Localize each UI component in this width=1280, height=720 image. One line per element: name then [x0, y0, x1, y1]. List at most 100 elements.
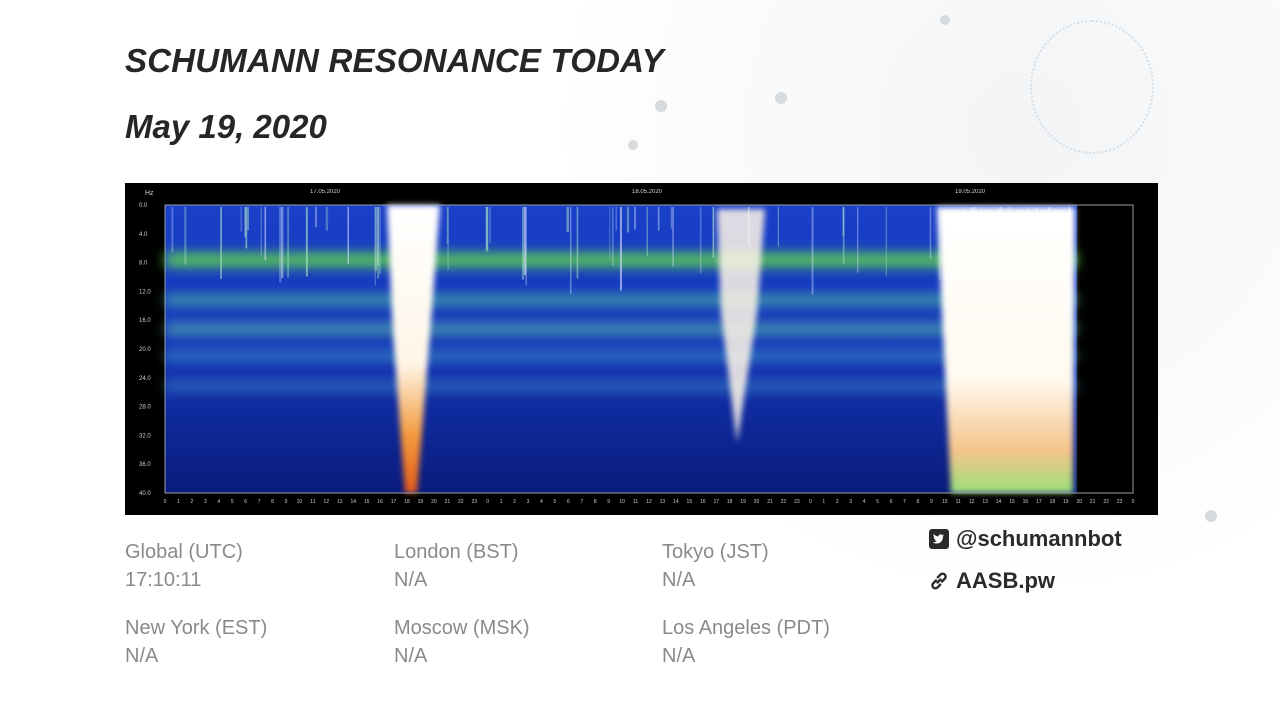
noise-spike: [325, 207, 329, 231]
x-tick-label: 12: [646, 499, 652, 505]
x-tick-label: 15: [687, 499, 693, 505]
noise-spike: [615, 207, 617, 231]
y-tick-label: 36.0: [139, 462, 151, 468]
timezone-global: Global (UTC) 17:10:11: [125, 538, 355, 594]
timezone-london: London (BST) N/A: [394, 538, 624, 594]
timezone-value: N/A: [662, 569, 696, 591]
x-tick-label: 3: [849, 499, 852, 505]
noise-spike: [247, 207, 249, 231]
x-tick-label: 14: [350, 499, 356, 505]
day-label: 17.05.2020: [310, 189, 341, 195]
x-tick-label: 19: [418, 499, 424, 505]
y-tick-label: 4.0: [139, 232, 148, 238]
plot-frame: [164, 204, 1134, 494]
noise-spike: [612, 207, 614, 267]
y-unit-label: Hz: [145, 190, 154, 197]
day-label: 18.05.2020: [632, 189, 663, 195]
y-tick-label: 12.0: [139, 289, 151, 295]
timezone-value: N/A: [394, 645, 428, 667]
x-tick-label: 18: [1050, 499, 1056, 505]
x-tick-label: 9: [607, 499, 610, 505]
x-tick-label: 6: [890, 499, 893, 505]
noise-spike: [485, 207, 489, 252]
decorative-dot: [940, 15, 950, 25]
page-title: SCHUMANN RESONANCE TODAY: [125, 42, 664, 79]
x-tick-label: 20: [431, 499, 437, 505]
noise-spike: [171, 207, 174, 253]
y-tick-label: 28.0: [139, 405, 151, 411]
noise-spike: [245, 207, 248, 249]
twitter-link[interactable]: @schumannbot: [928, 526, 1122, 552]
noise-spike: [712, 207, 715, 258]
x-tick-label: 3: [527, 499, 530, 505]
timezone-label: London (BST): [394, 541, 519, 563]
noise-spike: [184, 207, 187, 265]
x-tick-label: 21: [767, 499, 773, 505]
timezone-tokyo: Tokyo (JST) N/A: [662, 538, 892, 594]
noise-spike: [374, 207, 378, 271]
spectrogram-image: Hz 0.0 4.0 8.0 12.0 16.0 20.0 24.0 28.0 32.0 36.0…: [139, 189, 1135, 505]
timezone-label: New York (EST): [125, 617, 268, 639]
y-tick-label: 8.0: [139, 261, 148, 267]
noise-spike: [446, 207, 449, 244]
x-tick-label: 7: [580, 499, 583, 505]
x-tick-label: 5: [553, 499, 556, 505]
x-tick-label: 1: [177, 499, 180, 505]
x-tick-label: 8: [271, 499, 274, 505]
x-tick-label: 22: [781, 499, 787, 505]
x-tick-label: 6: [567, 499, 570, 505]
day-labels: 17.05.2020 18.05.2020 19.05.2020: [310, 189, 986, 195]
noise-spike: [777, 207, 780, 247]
noise-spike: [220, 207, 222, 279]
x-tick-label: 12: [324, 499, 330, 505]
twitter-icon: [929, 529, 949, 549]
x-tick-label: 2: [190, 499, 193, 505]
decorative-dot: [1205, 510, 1217, 522]
x-tick-label: 21: [445, 499, 451, 505]
activity-bursts: [387, 205, 1075, 493]
x-tick-label: 0: [164, 499, 167, 505]
x-tick-label: 8: [594, 499, 597, 505]
no-data-area: [1077, 205, 1133, 493]
x-tick-label: 7: [903, 499, 906, 505]
noise-spike: [929, 207, 932, 259]
x-tick-label: 3: [204, 499, 207, 505]
x-tick-label: 6: [244, 499, 247, 505]
x-tick-label: 19: [740, 499, 746, 505]
x-tick-label: 16: [700, 499, 706, 505]
noise-spike: [811, 207, 814, 295]
noise-spike: [842, 207, 845, 237]
website-link[interactable]: AASB.pw: [928, 568, 1055, 594]
y-tick-label: 16.0: [139, 318, 151, 324]
noise-spike: [287, 207, 290, 278]
x-tick-label: 9: [285, 499, 288, 505]
noise-spike: [842, 207, 845, 264]
link-icon: [931, 572, 947, 590]
website-url: AASB.pw: [956, 568, 1055, 593]
y-tick-labels: 0.0 4.0 8.0 12.0 16.0 20.0 24.0 28.0 32.0 36.0 40.…: [139, 203, 151, 497]
noise-spike: [315, 207, 318, 228]
x-tick-label: 19: [1063, 499, 1069, 505]
noise-spike: [281, 207, 284, 278]
noise-spike: [486, 207, 488, 250]
x-tick-label: 15: [1009, 499, 1015, 505]
noise-spike: [447, 207, 449, 271]
noise-spike: [619, 207, 622, 291]
x-tick-labels: 0 1 2 3 4 5 6 7 8 9 10 11 12 13 14 15 16 17 18 19 20 21 22 23 0 1…: [164, 499, 1135, 505]
decorative-dot: [655, 100, 667, 112]
noise-spike: [699, 207, 702, 274]
x-tick-label: 21: [1090, 499, 1096, 505]
noise-spike: [523, 207, 527, 276]
noise-spike: [240, 207, 242, 232]
noise-spike: [576, 207, 579, 279]
x-tick-label: 11: [956, 499, 961, 505]
noise-spike: [672, 207, 674, 267]
decorative-dot: [628, 140, 638, 150]
timezone-label: Los Angeles (PDT): [662, 617, 830, 639]
x-tick-label: 17: [713, 499, 719, 505]
noise-spike: [377, 207, 379, 266]
y-tick-label: 0.0: [139, 203, 148, 209]
x-tick-label: 4: [863, 499, 866, 505]
x-tick-label: 13: [982, 499, 988, 505]
